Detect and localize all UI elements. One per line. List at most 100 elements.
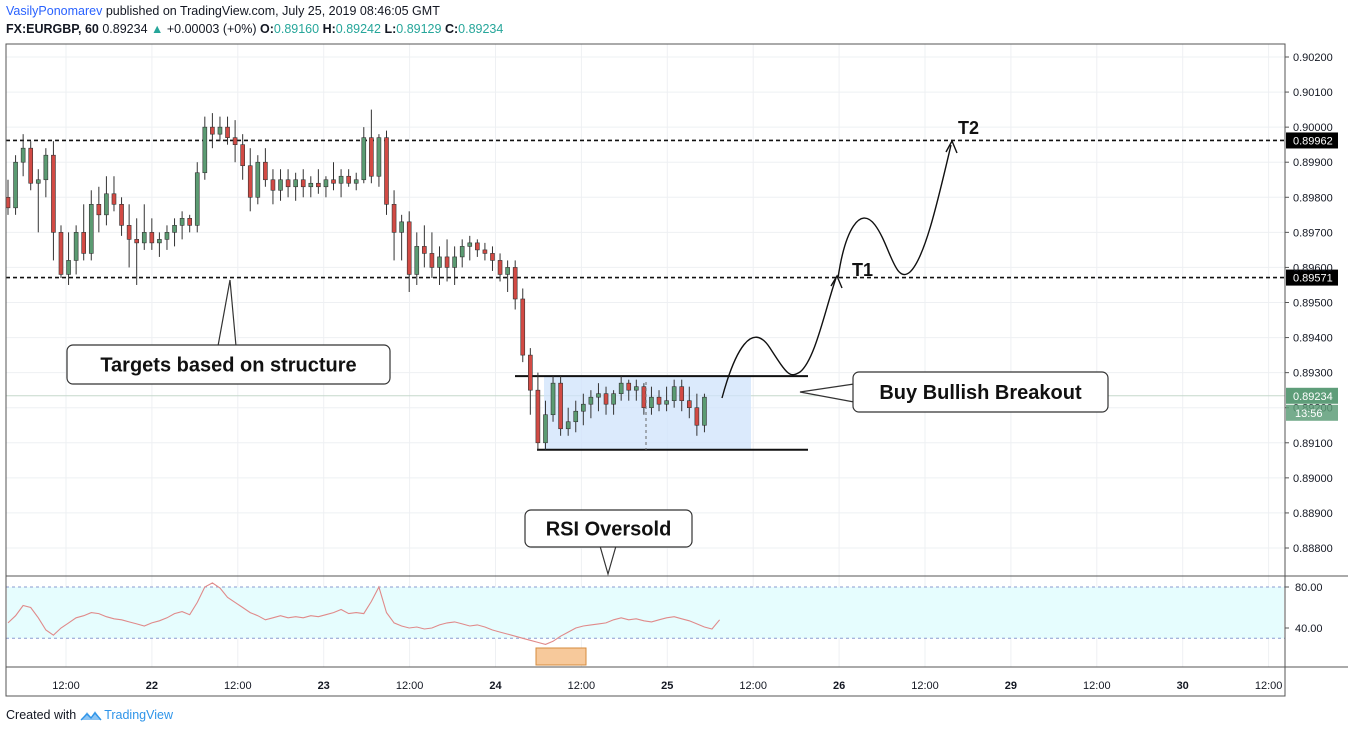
candle-body	[96, 204, 102, 216]
level-price-tag	[1286, 269, 1338, 286]
consolidation-zone	[515, 375, 808, 451]
candle-body	[656, 396, 662, 405]
candle-body	[217, 126, 223, 135]
candle-body	[406, 221, 412, 275]
time-tick-label: 12:00	[1083, 680, 1111, 692]
candle-body	[119, 204, 124, 226]
price-tick-label: 0.88900	[1293, 508, 1333, 520]
candle-body	[338, 175, 344, 184]
rsi-tick-label: 80.00	[1295, 582, 1323, 594]
candle-body	[573, 410, 579, 423]
candle-body	[278, 179, 283, 191]
candle-body	[603, 393, 609, 405]
candle-body	[270, 179, 276, 191]
candle-body	[528, 354, 533, 391]
low-value: 0.89129	[396, 22, 442, 36]
candle-body	[331, 179, 336, 184]
candle-body	[149, 232, 155, 244]
rsi-panel	[6, 582, 1285, 666]
candle-body	[232, 137, 238, 145]
change-arrow-icon: ▲	[151, 22, 164, 36]
candle-body	[240, 144, 245, 167]
candle-body	[475, 242, 480, 251]
candle-body	[126, 225, 132, 240]
candle-body	[543, 414, 548, 444]
close-label: C:	[444, 22, 459, 36]
publish-info: VasilyPonomarev published on TradingView…	[6, 4, 440, 18]
candle-body	[111, 193, 117, 205]
structure-callout-pointer	[217, 279, 237, 347]
time-tick-label: 22	[146, 680, 158, 692]
breakout-callout-pointer	[799, 383, 855, 403]
time-tick-label: 26	[833, 680, 845, 692]
candle-body	[225, 126, 230, 138]
time-tick-label: 12:00	[568, 680, 596, 692]
price-tick-label: 0.89600	[1293, 262, 1333, 274]
candle-body	[134, 239, 139, 244]
structure-callout-box	[66, 344, 391, 385]
candle-body	[422, 246, 427, 254]
candle-body	[611, 393, 616, 405]
candle-body	[399, 221, 404, 233]
candle-body	[467, 242, 473, 247]
candle-body	[459, 246, 465, 258]
candle-body	[247, 165, 253, 198]
candle-body	[353, 179, 359, 184]
close-value: 0.89234	[458, 22, 504, 36]
candle-body	[505, 267, 510, 275]
candle-body	[13, 161, 18, 209]
candle-body	[369, 137, 374, 177]
candle-body	[634, 386, 639, 391]
candle-body	[618, 382, 624, 394]
chart-axes: 0.90200 0.90100 0.90000 0.89900 0.89800 0.897…	[5, 43, 1348, 697]
candle-body	[194, 172, 200, 226]
current-price-label: 0.89234	[1293, 391, 1333, 403]
price-tick-label: 0.89100	[1293, 438, 1333, 450]
tradingview-brand: TradingView	[104, 708, 173, 722]
time-tick-label: 12:00	[52, 680, 80, 692]
current-price-tag	[1286, 387, 1338, 404]
candle-body	[293, 179, 298, 188]
candle-body	[664, 400, 669, 405]
price-tick-label: 0.89400	[1293, 333, 1333, 345]
structure-levels: 0.89962 0.89571	[6, 132, 1338, 286]
author-link[interactable]: VasilyPonomarev	[6, 4, 103, 18]
candle-body	[641, 386, 647, 409]
candle-body	[179, 218, 185, 226]
candle-body	[210, 126, 215, 135]
candle-body	[43, 154, 49, 181]
time-tick-label: 12:00	[224, 680, 252, 692]
candle-body	[497, 260, 503, 275]
candle-series	[5, 109, 707, 450]
symbol-legend: FX:EURGBP, 60 0.89234 ▲ +0.00003 (+0%) O…	[6, 22, 503, 36]
candle-body	[482, 249, 488, 254]
candle-body	[28, 147, 34, 184]
candle-body	[702, 396, 707, 426]
rsi-band	[7, 587, 1284, 639]
candle-body	[679, 386, 685, 401]
candle-body	[694, 407, 700, 426]
time-tick-label: 30	[1177, 680, 1189, 692]
tradingview-logo[interactable]: TradingView	[80, 708, 173, 722]
candle-body	[444, 256, 450, 268]
candle-body	[157, 239, 162, 244]
candle-body	[66, 260, 71, 275]
level-price-tag-label: 0.89571	[1293, 273, 1333, 285]
rsi-oversold-highlight	[535, 647, 587, 666]
candle-body	[164, 232, 170, 240]
candle-body	[686, 400, 692, 409]
price-tick-label: 0.89500	[1293, 298, 1333, 310]
candle-body	[535, 389, 541, 444]
open-label: O:	[260, 22, 274, 36]
candle-body	[308, 182, 314, 188]
footer: Created with TradingView	[6, 708, 173, 722]
open-value: 0.89160	[273, 22, 320, 36]
candle-body	[520, 298, 526, 356]
price-tick-label: 0.89000	[1293, 473, 1333, 485]
breakout-callout-label: Buy Bullish Breakout	[879, 382, 1082, 404]
candle-body	[391, 204, 397, 233]
consolidation-box	[544, 376, 751, 450]
candle-body	[558, 382, 563, 430]
target-2-label: T2	[958, 118, 979, 138]
